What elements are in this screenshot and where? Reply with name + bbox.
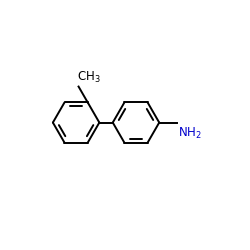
Text: NH$_2$: NH$_2$ — [178, 126, 202, 140]
Text: CH$_3$: CH$_3$ — [77, 70, 101, 85]
